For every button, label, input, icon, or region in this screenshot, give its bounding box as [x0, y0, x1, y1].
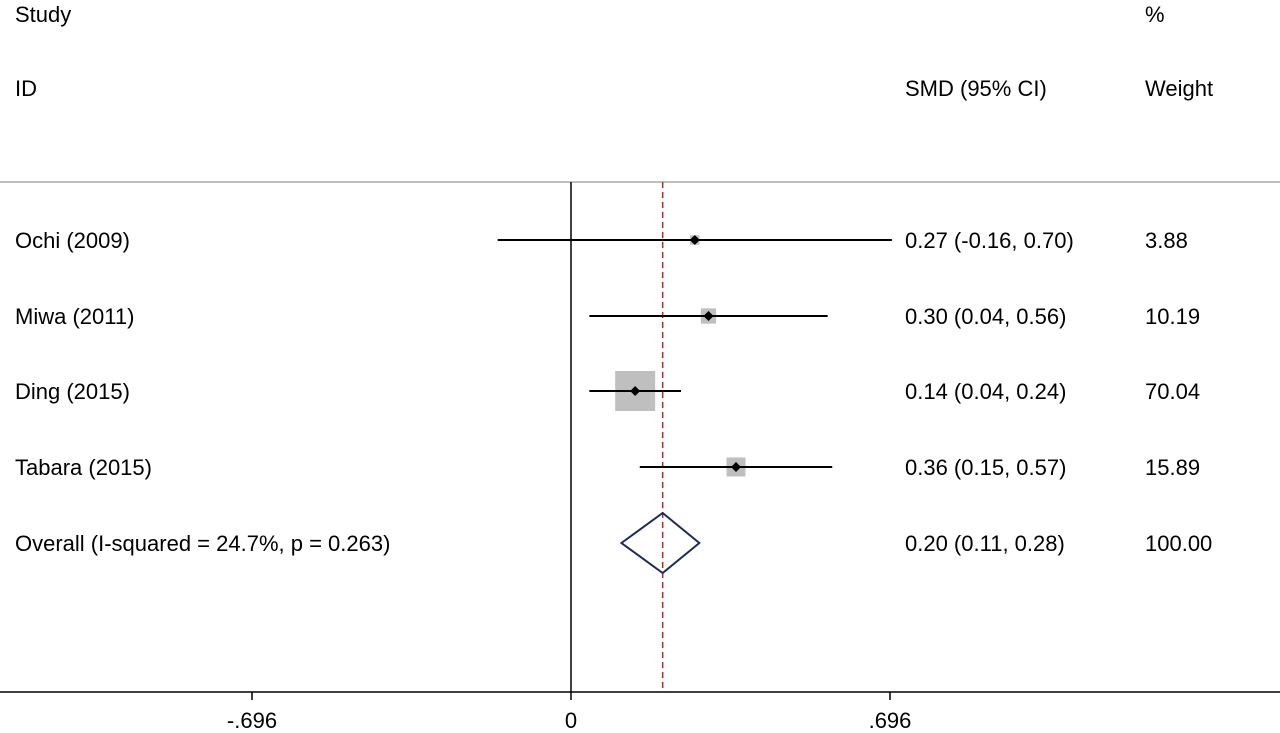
- study-id-label: Tabara (2015): [15, 455, 152, 480]
- study-id-label: Miwa (2011): [15, 304, 134, 329]
- header-effect-label: SMD (95% CI): [905, 76, 1047, 101]
- point-estimate: [731, 462, 741, 472]
- overall-diamond: [619, 511, 701, 575]
- plot-marks: -.696 0 .696 Ochi (2009) 0.27 (-0.16, 0.70) 3…: [0, 182, 1280, 733]
- study-id-label: Ding (2015): [15, 379, 130, 404]
- point-estimate: [630, 386, 641, 396]
- point-estimate: [689, 235, 700, 245]
- study-ci-label: 0.27 (-0.16, 0.70): [905, 228, 1074, 253]
- x-tick-label: -.696: [227, 708, 277, 733]
- point-estimate: [703, 311, 714, 321]
- study-ci-label: 0.36 (0.15, 0.57): [905, 455, 1066, 480]
- study-ci-label: 0.14 (0.04, 0.24): [905, 379, 1066, 404]
- x-tick-label: 0: [565, 708, 577, 733]
- study-id-label: Ochi (2009): [15, 228, 130, 253]
- overall-ci-label: 0.20 (0.11, 0.28): [905, 531, 1065, 556]
- x-tick-label: .696: [869, 708, 912, 733]
- header-weight-label-bottom: Weight: [1145, 76, 1213, 101]
- study-weight-label: 10.19: [1145, 304, 1200, 329]
- header-weight-label-top: %: [1145, 2, 1165, 27]
- overall-weight-label: 100.00: [1145, 531, 1212, 556]
- study-weight-label: 15.89: [1145, 455, 1200, 480]
- header-id-label: ID: [15, 76, 37, 101]
- study-weight-label: 70.04: [1145, 379, 1200, 404]
- header-study-label: Study: [15, 2, 71, 27]
- study-weight-label: 3.88: [1145, 228, 1188, 253]
- study-ci-label: 0.30 (0.04, 0.56): [905, 304, 1066, 329]
- overall-id-label: Overall (I-squared = 24.7%, p = 0.263): [15, 531, 390, 556]
